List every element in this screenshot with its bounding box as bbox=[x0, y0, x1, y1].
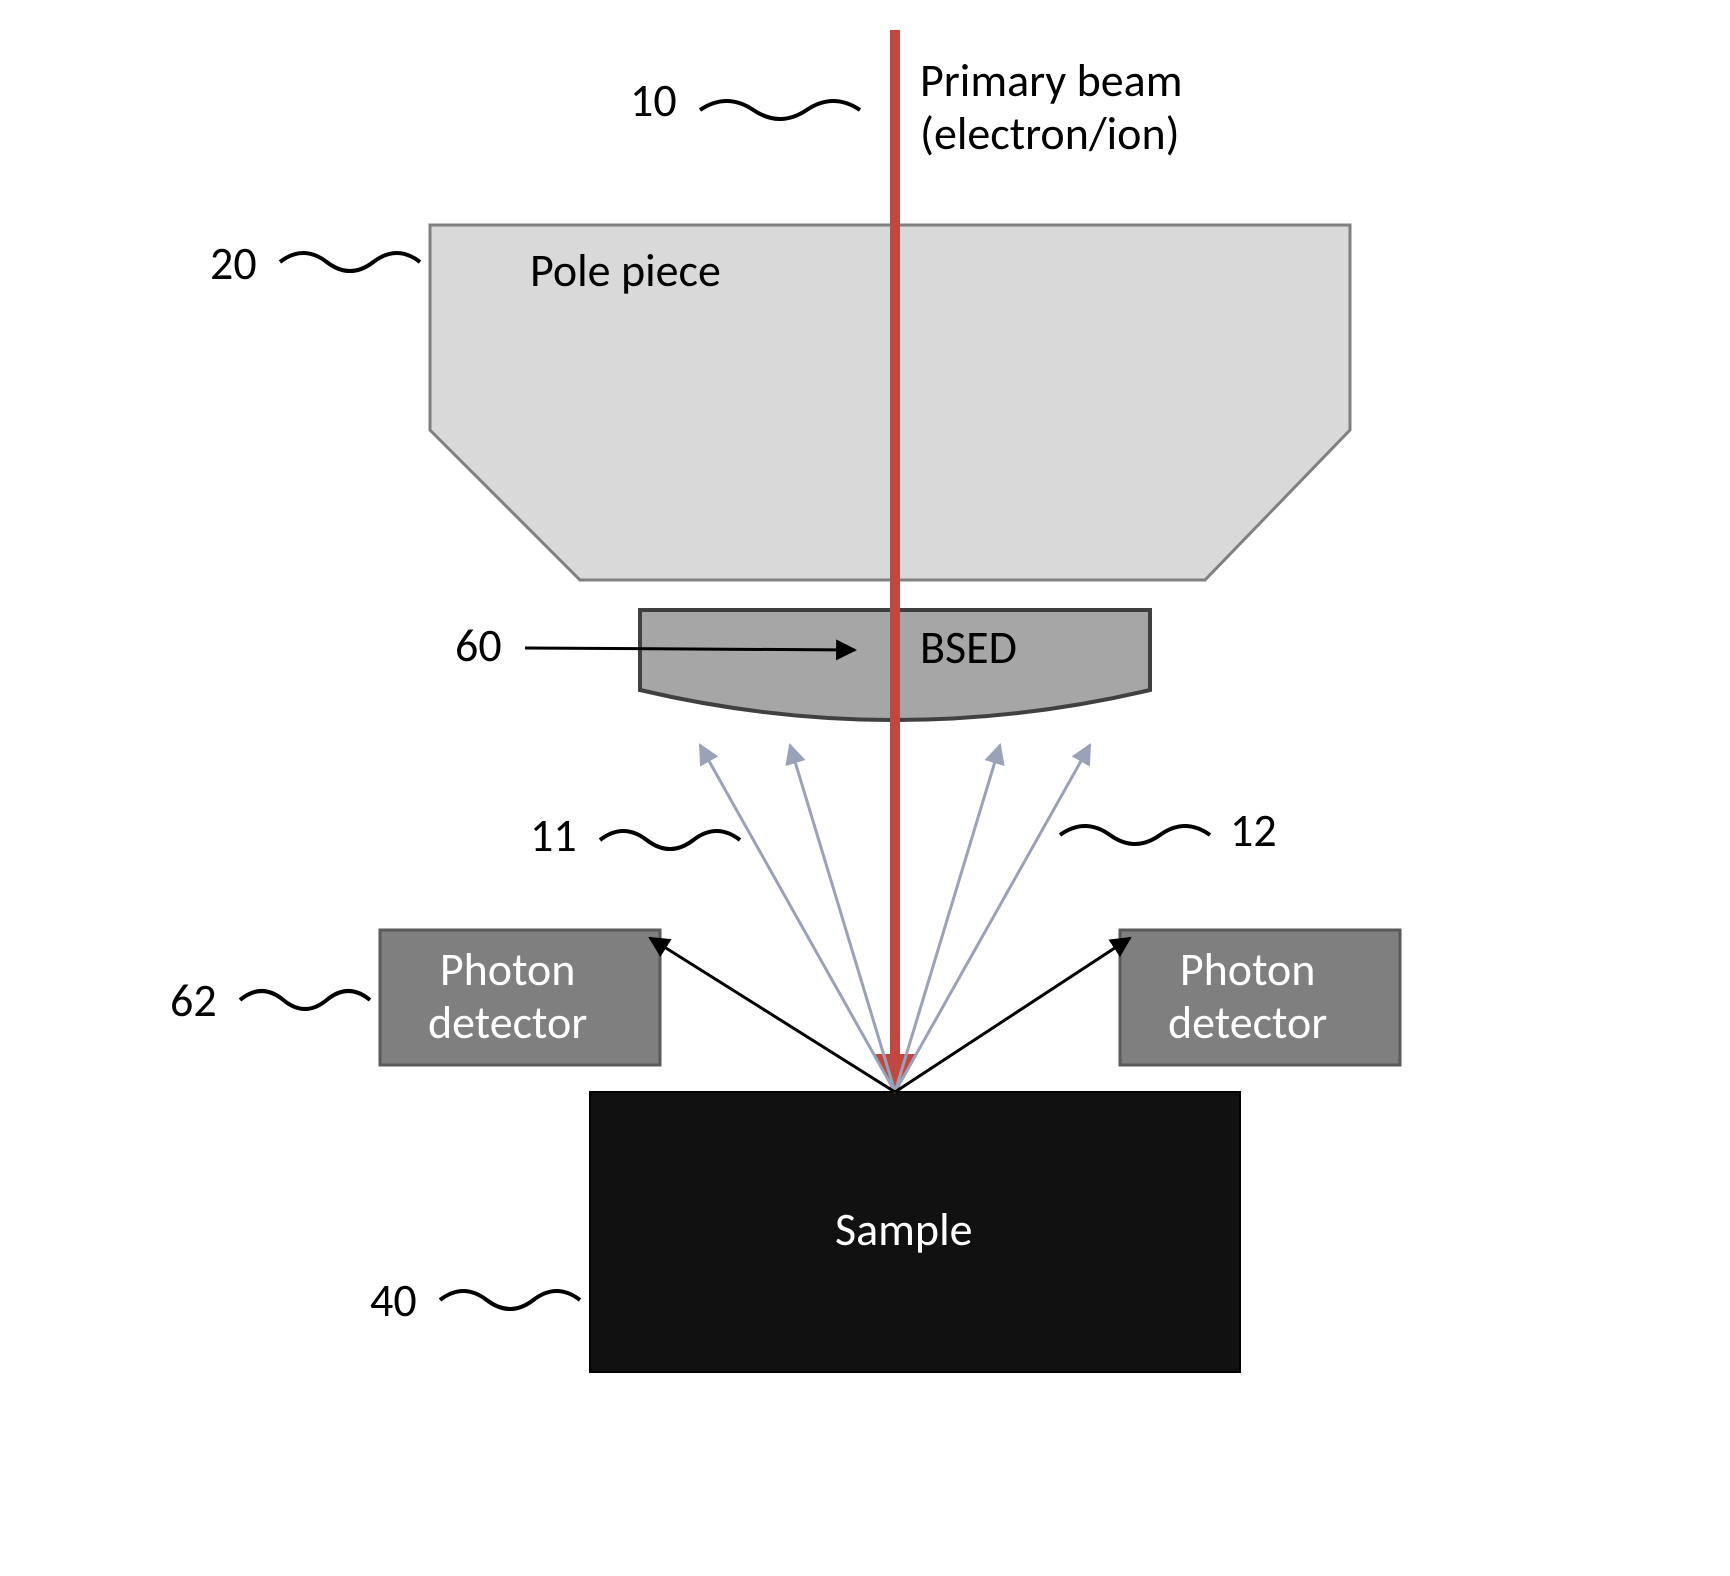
ref-60: 60 bbox=[455, 620, 502, 673]
label-sample: Sample bbox=[835, 1204, 973, 1257]
ref-10: 10 bbox=[630, 75, 677, 128]
leader-11 bbox=[600, 831, 740, 849]
ref-40: 40 bbox=[370, 1275, 417, 1328]
ref-11: 11 bbox=[530, 810, 577, 863]
ref-62: 62 bbox=[170, 975, 217, 1028]
label-primary-beam: Primary beam (electron/ion) bbox=[920, 55, 1182, 161]
leader-60 bbox=[525, 648, 855, 650]
leader-12 bbox=[1060, 826, 1210, 844]
label-pole-piece: Pole piece bbox=[530, 245, 721, 298]
leader-20 bbox=[280, 253, 420, 271]
diagram-svg bbox=[0, 0, 1730, 1576]
photon-ray-left bbox=[650, 938, 895, 1092]
photon-ray-right bbox=[895, 938, 1130, 1092]
label-photon-left: Photon detector bbox=[428, 944, 587, 1050]
ref-12: 12 bbox=[1230, 805, 1277, 858]
leader-62 bbox=[240, 991, 370, 1009]
label-bsed: BSED bbox=[920, 622, 1017, 675]
bse-ray-1 bbox=[790, 745, 895, 1092]
bse-ray-2 bbox=[895, 745, 1000, 1092]
ref-20: 20 bbox=[210, 238, 257, 291]
bse-ray-3 bbox=[895, 745, 1090, 1092]
label-photon-right: Photon detector bbox=[1168, 944, 1327, 1050]
leader-10 bbox=[700, 101, 860, 119]
leader-40 bbox=[440, 1291, 580, 1309]
bse-ray-0 bbox=[700, 745, 895, 1092]
